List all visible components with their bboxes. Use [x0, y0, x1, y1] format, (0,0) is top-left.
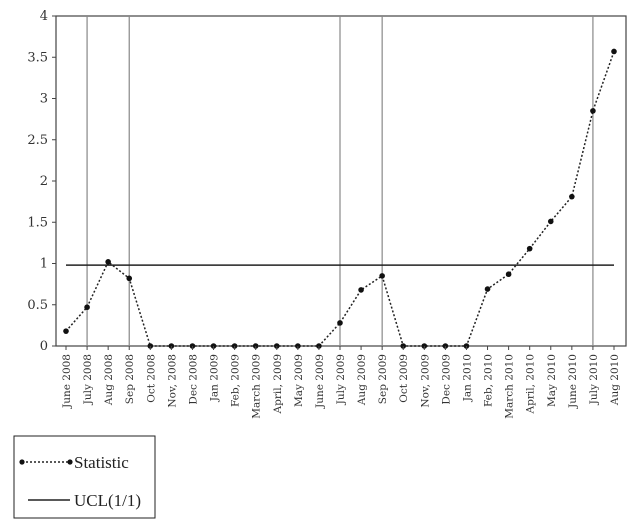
y-axis: 0 0.5 1 1.5 2 2.5 3 3.5 4 — [27, 9, 56, 354]
x-tick-label: Feb, 2009 — [230, 354, 242, 407]
statistic-point — [84, 304, 90, 311]
x-tick-label: March 2009 — [251, 354, 263, 419]
legend: Statistic UCL(1/1) — [13, 435, 156, 519]
statistic-point — [547, 218, 554, 225]
x-tick-label: April, 2010 — [525, 354, 537, 414]
x-tick-label: Jan 2010 — [461, 354, 473, 402]
x-axis: June 2008 July 2008 Aug 2008 Sep 2008 Oct 20… — [61, 346, 621, 419]
statistic-point — [337, 320, 343, 326]
x-tick-label: Oct 2009 — [398, 354, 410, 403]
y-tick-label: 0.5 — [27, 298, 48, 313]
y-tick-label: 1.5 — [27, 215, 48, 230]
x-tick-label: Nov, 2009 — [419, 354, 431, 408]
legend-ucl-label: UCL(1/1) — [74, 491, 141, 510]
legend-statistic-label: Statistic — [74, 453, 129, 472]
statistic-point — [526, 245, 533, 252]
x-tick-label: Sep 2008 — [124, 354, 136, 404]
x-tick-label: July 2008 — [82, 354, 94, 405]
x-tick-label: June 2008 — [61, 354, 73, 409]
statistic-line — [65, 51, 615, 347]
y-tick-label: 2 — [40, 174, 48, 189]
plot-frame — [55, 15, 627, 347]
statistic-point — [105, 259, 111, 265]
statistic-point — [590, 108, 596, 114]
y-tick-label: 4 — [40, 9, 48, 24]
statistic-point — [611, 48, 617, 55]
statistic-point — [63, 328, 69, 334]
x-tick-label: Sep 2009 — [377, 354, 389, 404]
x-tick-label: Oct 2008 — [145, 354, 157, 403]
y-tick-label: 1 — [40, 257, 48, 272]
y-tick-label: 2.5 — [27, 133, 48, 148]
statistic-point — [505, 271, 512, 278]
x-tick-label: Aug 2008 — [103, 354, 115, 406]
x-tick-label: March 2010 — [504, 354, 516, 419]
x-tick-label: July 2010 — [588, 354, 600, 405]
x-tick-label: Nov, 2008 — [166, 354, 178, 408]
x-tick-label: July 2009 — [335, 354, 347, 405]
x-tick-label: May 2010 — [546, 354, 558, 407]
legend-statistic-marker-right — [67, 459, 73, 465]
statistic-point — [484, 286, 491, 292]
statistic-point — [569, 193, 575, 200]
vertical-reference-lines — [86, 16, 594, 346]
statistic-point — [379, 273, 385, 279]
statistic-point — [126, 275, 133, 282]
x-tick-label: May 2009 — [293, 354, 305, 407]
x-tick-label: Aug 2009 — [356, 354, 368, 406]
y-tick-label: 3.5 — [27, 50, 48, 65]
x-tick-label: Dec 2009 — [440, 354, 452, 405]
statistic-point — [358, 287, 364, 293]
y-tick-label: 3 — [40, 92, 48, 107]
x-tick-label: Dec 2008 — [187, 354, 199, 405]
x-tick-label: Feb, 2010 — [483, 354, 495, 407]
legend-box — [13, 435, 156, 519]
x-tick-label: Aug 2010 — [609, 354, 621, 406]
x-tick-label: June 2010 — [567, 354, 579, 409]
y-tick-label: 0 — [40, 339, 48, 354]
statistic-series — [63, 48, 617, 349]
x-tick-label: Jan 2009 — [209, 354, 221, 402]
x-tick-label: June 2009 — [314, 354, 326, 409]
legend-statistic-marker-left — [19, 459, 25, 465]
x-tick-label: April, 2009 — [272, 354, 284, 414]
